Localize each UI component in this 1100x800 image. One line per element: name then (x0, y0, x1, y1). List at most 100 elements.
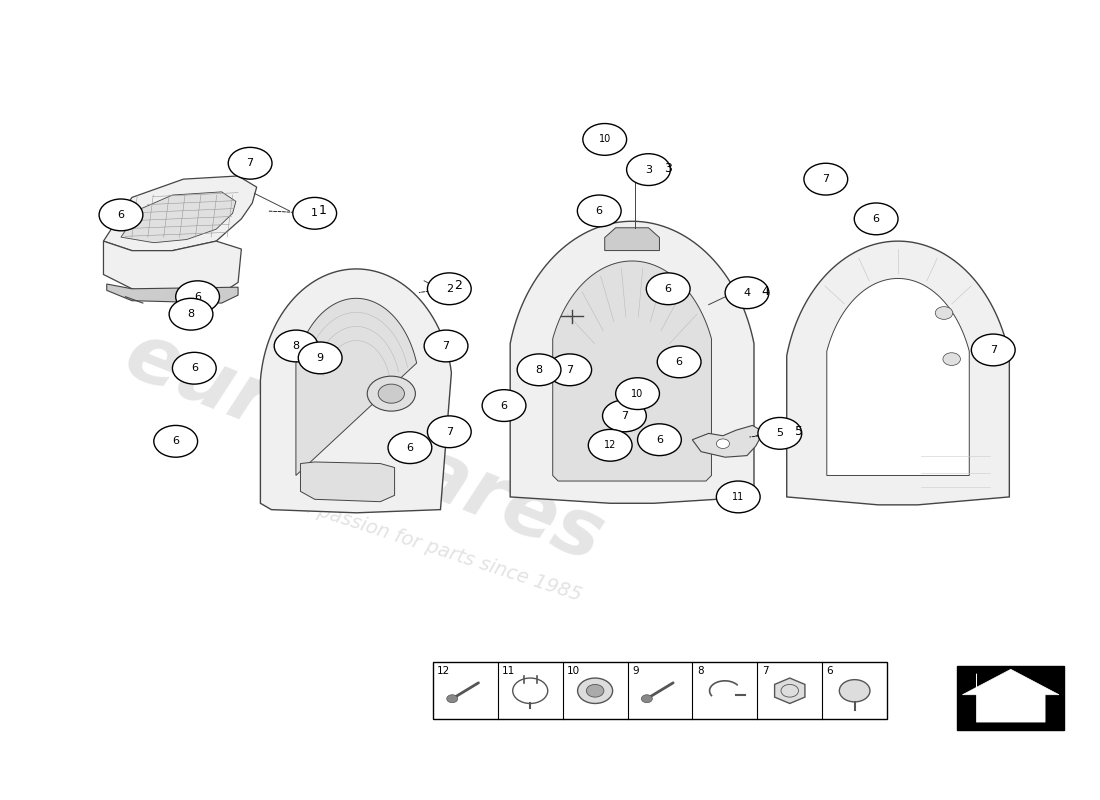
Circle shape (293, 198, 337, 229)
Polygon shape (103, 241, 241, 298)
Polygon shape (296, 298, 417, 475)
Text: 7: 7 (990, 345, 997, 355)
Circle shape (725, 277, 769, 309)
Polygon shape (962, 670, 1059, 722)
Circle shape (428, 416, 471, 448)
Circle shape (804, 163, 848, 195)
Circle shape (716, 481, 760, 513)
Bar (433, 662, 887, 719)
Circle shape (548, 354, 592, 386)
Text: 7: 7 (246, 158, 254, 168)
Polygon shape (827, 278, 969, 475)
Circle shape (583, 123, 627, 155)
Text: 3: 3 (645, 165, 652, 174)
Text: 6: 6 (675, 357, 683, 367)
Circle shape (378, 384, 405, 403)
Text: 7: 7 (822, 174, 829, 184)
Polygon shape (605, 228, 659, 250)
Text: 11: 11 (503, 666, 516, 676)
Circle shape (586, 685, 604, 697)
Circle shape (274, 330, 318, 362)
Circle shape (627, 154, 670, 186)
Circle shape (758, 418, 802, 450)
Text: 11: 11 (733, 492, 745, 502)
Circle shape (428, 273, 471, 305)
Text: 6: 6 (406, 442, 414, 453)
Text: 8: 8 (293, 341, 299, 351)
Circle shape (447, 694, 458, 702)
Circle shape (298, 342, 342, 374)
Text: 7: 7 (620, 411, 628, 421)
Circle shape (99, 199, 143, 230)
Polygon shape (692, 426, 763, 457)
Text: 5: 5 (777, 428, 783, 438)
Circle shape (388, 432, 432, 463)
Text: 10: 10 (598, 134, 611, 145)
Circle shape (425, 330, 468, 362)
Circle shape (616, 378, 659, 410)
Text: 9: 9 (631, 666, 639, 676)
Bar (957, 666, 1065, 730)
Text: 1: 1 (311, 208, 318, 218)
Circle shape (943, 353, 960, 366)
Circle shape (839, 680, 870, 702)
Text: 6: 6 (656, 434, 663, 445)
Polygon shape (103, 176, 256, 250)
Circle shape (658, 346, 701, 378)
Text: 7: 7 (761, 666, 768, 676)
Circle shape (482, 390, 526, 422)
Text: 12: 12 (438, 666, 451, 676)
Circle shape (176, 281, 220, 313)
Text: eurospares: eurospares (113, 316, 615, 579)
Text: 6: 6 (664, 284, 672, 294)
Circle shape (716, 439, 729, 449)
Circle shape (517, 354, 561, 386)
Text: 6: 6 (500, 401, 507, 410)
Text: 6: 6 (872, 214, 880, 224)
Circle shape (641, 694, 652, 702)
Polygon shape (510, 222, 754, 503)
Polygon shape (774, 678, 805, 703)
Text: 821 02: 821 02 (987, 709, 1035, 722)
Text: 3: 3 (663, 162, 672, 174)
Polygon shape (121, 192, 235, 242)
Circle shape (935, 306, 953, 319)
Text: 6: 6 (190, 363, 198, 374)
Text: 12: 12 (604, 440, 616, 450)
Circle shape (169, 298, 213, 330)
Circle shape (578, 678, 613, 703)
Circle shape (971, 334, 1015, 366)
Text: 8: 8 (536, 365, 542, 375)
Text: 6: 6 (596, 206, 603, 216)
Text: 7: 7 (566, 365, 573, 375)
Circle shape (647, 273, 690, 305)
Text: 7: 7 (442, 341, 450, 351)
Circle shape (228, 147, 272, 179)
Circle shape (367, 376, 416, 411)
Circle shape (154, 426, 198, 457)
Text: 4: 4 (761, 285, 769, 298)
Text: 6: 6 (826, 666, 833, 676)
Text: 4: 4 (744, 288, 750, 298)
Text: 2: 2 (446, 284, 453, 294)
Text: 8: 8 (187, 309, 195, 319)
Text: 1: 1 (319, 204, 327, 217)
Circle shape (578, 195, 621, 227)
Polygon shape (107, 284, 238, 303)
Circle shape (638, 424, 681, 456)
Text: 8: 8 (696, 666, 703, 676)
Circle shape (173, 352, 217, 384)
Text: 2: 2 (453, 279, 462, 292)
Text: a passion for parts since 1985: a passion for parts since 1985 (298, 497, 583, 606)
Text: 9: 9 (317, 353, 323, 363)
Text: 5: 5 (795, 426, 803, 438)
Text: 7: 7 (446, 426, 453, 437)
Polygon shape (552, 261, 712, 481)
Polygon shape (786, 241, 1010, 505)
Text: 6: 6 (194, 292, 201, 302)
Polygon shape (300, 462, 395, 502)
Text: 6: 6 (118, 210, 124, 220)
Text: 6: 6 (173, 436, 179, 446)
Circle shape (588, 430, 632, 461)
Text: 10: 10 (566, 666, 580, 676)
